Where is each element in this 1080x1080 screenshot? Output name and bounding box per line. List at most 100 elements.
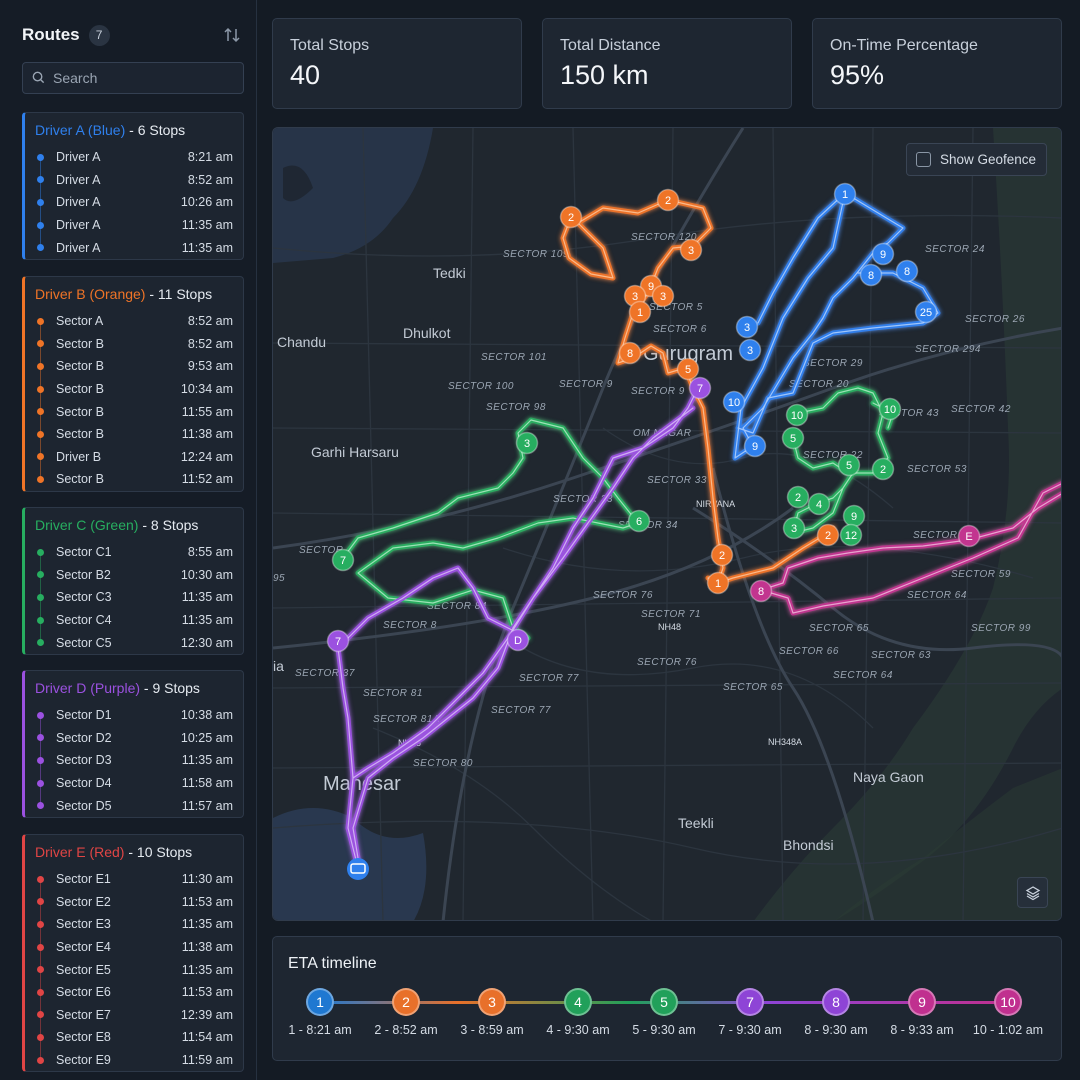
route-stop-item[interactable]: Sector C3 11:35 am — [35, 586, 233, 609]
search-input[interactable] — [53, 70, 233, 86]
route-stop-item[interactable]: Driver A 10:26 am — [35, 191, 233, 214]
route-card[interactable]: Driver E (Red) - 10 Stops Sector E1 11:30 … — [22, 834, 244, 1073]
route-stop-item[interactable]: Sector E8 11:54 am — [35, 1026, 233, 1049]
route-stop-item[interactable]: Sector D2 10:25 am — [35, 727, 233, 750]
route-stop-item[interactable]: Sector B2 10:30 am — [35, 564, 233, 587]
route-card[interactable]: Driver A (Blue) - 6 Stops Driver A 8:21 am… — [22, 112, 244, 260]
route-stop-marker-blue[interactable]: 9 — [743, 434, 767, 458]
route-stop-marker-orange[interactable]: 1 — [628, 300, 652, 324]
route-stop-item[interactable]: Sector D1 10:38 am — [35, 704, 233, 727]
geofence-checkbox[interactable] — [916, 152, 931, 167]
route-stop-item[interactable]: Sector E2 11:53 am — [35, 891, 233, 914]
eta-stop-node[interactable]: 5 — [650, 988, 678, 1016]
stop-name: Sector E8 — [56, 1030, 111, 1045]
route-stop-marker-green[interactable]: 10 — [878, 397, 902, 421]
route-stop-item[interactable]: Sector B 11:55 am — [35, 400, 233, 423]
route-stop-marker-blue[interactable]: 8 — [895, 259, 919, 283]
route-stop-marker-orange[interactable]: 3 — [679, 238, 703, 262]
route-stop-marker-blue[interactable]: 1 — [833, 182, 857, 206]
route-stop-item[interactable]: Sector E6 11:53 am — [35, 981, 233, 1004]
route-stop-marker-blue[interactable]: 8 — [859, 263, 883, 287]
route-stop-marker-green[interactable]: 9 — [842, 504, 866, 528]
route-stop-item[interactable]: Sector B 11:52 am — [35, 468, 233, 491]
route-card-header[interactable]: Driver A (Blue) - 6 Stops — [25, 113, 243, 143]
route-stop-marker-magenta[interactable]: 8 — [749, 579, 773, 603]
route-stop-item[interactable]: Driver A 11:35 am — [35, 214, 233, 237]
route-stop-item[interactable]: Sector E4 11:38 am — [35, 936, 233, 959]
vehicle-start-marker[interactable] — [347, 858, 369, 880]
route-card[interactable]: Driver D (Purple) - 9 Stops Sector D1 10:3… — [22, 670, 244, 818]
route-stop-item[interactable]: Sector B 10:34 am — [35, 378, 233, 401]
route-stop-marker-purple[interactable]: 7 — [688, 376, 712, 400]
route-stop-marker-green[interactable]: 7 — [331, 548, 355, 572]
route-stop-item[interactable]: Sector C4 11:35 am — [35, 609, 233, 632]
route-stop-marker-green[interactable]: 5 — [837, 453, 861, 477]
eta-stop-node[interactable]: 1 — [306, 988, 334, 1016]
route-card[interactable]: Driver C (Green) - 8 Stops Sector C1 8:55 … — [22, 507, 244, 655]
route-stop-marker-green[interactable]: 3 — [515, 431, 539, 455]
route-stop-item[interactable]: Sector A 8:52 am — [35, 310, 233, 333]
route-stop-marker-green[interactable]: 2 — [786, 485, 810, 509]
route-card-header[interactable]: Driver C (Green) - 8 Stops — [25, 508, 243, 538]
route-stop-marker-green[interactable]: 2 — [871, 457, 895, 481]
route-stop-marker-green[interactable]: 12 — [839, 523, 863, 547]
route-stop-item[interactable]: Sector E7 12:39 am — [35, 1004, 233, 1027]
route-stop-marker-blue[interactable]: 10 — [722, 390, 746, 414]
route-stop-marker-green[interactable]: 4 — [807, 492, 831, 516]
stop-marker-label: 7 — [697, 383, 703, 395]
route-card[interactable]: Driver B (Orange) - 11 Stops Sector A 8:52… — [22, 276, 244, 492]
route-stop-marker-green[interactable]: 5 — [781, 426, 805, 450]
route-stop-item[interactable]: Sector E5 11:35 am — [35, 958, 233, 981]
route-stop-marker-green[interactable]: 10 — [785, 403, 809, 427]
route-stop-marker-blue[interactable]: 9 — [871, 242, 895, 266]
eta-stop-node[interactable]: 7 — [736, 988, 764, 1016]
route-stop-marker-purple[interactable]: 7 — [326, 629, 350, 653]
layers-button[interactable] — [1017, 877, 1048, 908]
route-stop-item[interactable]: Sector C5 12:30 am — [35, 631, 233, 654]
route-stop-item[interactable]: Sector E9 11:59 am — [35, 1049, 233, 1072]
route-stop-item[interactable]: Sector D3 11:35 am — [35, 749, 233, 772]
route-stop-marker-blue[interactable]: 25 — [914, 300, 938, 324]
eta-stop-node[interactable]: 4 — [564, 988, 592, 1016]
route-stop-marker-blue[interactable]: 3 — [735, 315, 759, 339]
route-card-header[interactable]: Driver E (Red) - 10 Stops — [25, 835, 243, 865]
route-stop-item[interactable]: Driver A 8:21 am — [35, 146, 233, 169]
route-stop-marker-orange[interactable]: 3 — [623, 284, 647, 308]
route-stop-item[interactable]: Sector E1 11:30 am — [35, 868, 233, 891]
route-stop-marker-orange[interactable]: 1 — [706, 571, 730, 595]
show-geofence-toggle[interactable]: Show Geofence — [906, 143, 1047, 176]
route-stop-marker-purple[interactable]: D — [506, 628, 530, 652]
route-stop-item[interactable]: Sector B 9:53 am — [35, 355, 233, 378]
route-card-header[interactable]: Driver B (Orange) - 11 Stops — [25, 277, 243, 307]
route-stop-item[interactable]: Sector B 11:38 am — [35, 423, 233, 446]
route-map[interactable]: Tedki Dhulkot Chandu Garhi Harsaru Gurugram M… — [272, 127, 1062, 921]
route-stop-item[interactable]: Driver A 11:35 am — [35, 236, 233, 259]
route-stop-marker-orange[interactable]: 2 — [710, 543, 734, 567]
route-stop-marker-orange[interactable]: 2 — [656, 188, 680, 212]
route-stop-marker-orange[interactable]: 8 — [618, 341, 642, 365]
eta-stop-node[interactable]: 9 — [908, 988, 936, 1016]
route-stop-marker-orange[interactable]: 5 — [676, 357, 700, 381]
eta-stop-node[interactable]: 3 — [478, 988, 506, 1016]
route-stop-marker-orange[interactable]: 2 — [816, 523, 840, 547]
route-stop-item[interactable]: Sector C1 8:55 am — [35, 541, 233, 564]
route-stop-marker-orange[interactable]: 2 — [559, 205, 583, 229]
sort-icon[interactable] — [222, 25, 242, 45]
eta-stop-node[interactable]: 10 — [994, 988, 1022, 1016]
eta-stop-node[interactable]: 2 — [392, 988, 420, 1016]
route-stop-item[interactable]: Driver A 8:52 am — [35, 169, 233, 192]
route-stop-marker-blue[interactable]: 3 — [738, 338, 762, 362]
route-card-header[interactable]: Driver D (Purple) - 9 Stops — [25, 671, 243, 701]
route-stop-item[interactable]: Sector D5 11:57 am — [35, 794, 233, 817]
route-stop-item[interactable]: Driver B 12:24 am — [35, 446, 233, 469]
route-stop-item[interactable]: Sector E3 11:35 am — [35, 913, 233, 936]
route-stop-marker-green[interactable]: 3 — [782, 516, 806, 540]
route-stop-item[interactable]: Sector B 8:52 am — [35, 333, 233, 356]
map-label-sector: SECTOR 33 — [553, 494, 613, 505]
eta-stop-node[interactable]: 8 — [822, 988, 850, 1016]
route-stop-marker-orange[interactable]: 3 — [651, 284, 675, 308]
route-stop-marker-magenta[interactable]: E — [957, 524, 981, 548]
route-stop-item[interactable]: Sector D4 11:58 am — [35, 772, 233, 795]
route-stop-marker-green[interactable]: 6 — [627, 509, 651, 533]
